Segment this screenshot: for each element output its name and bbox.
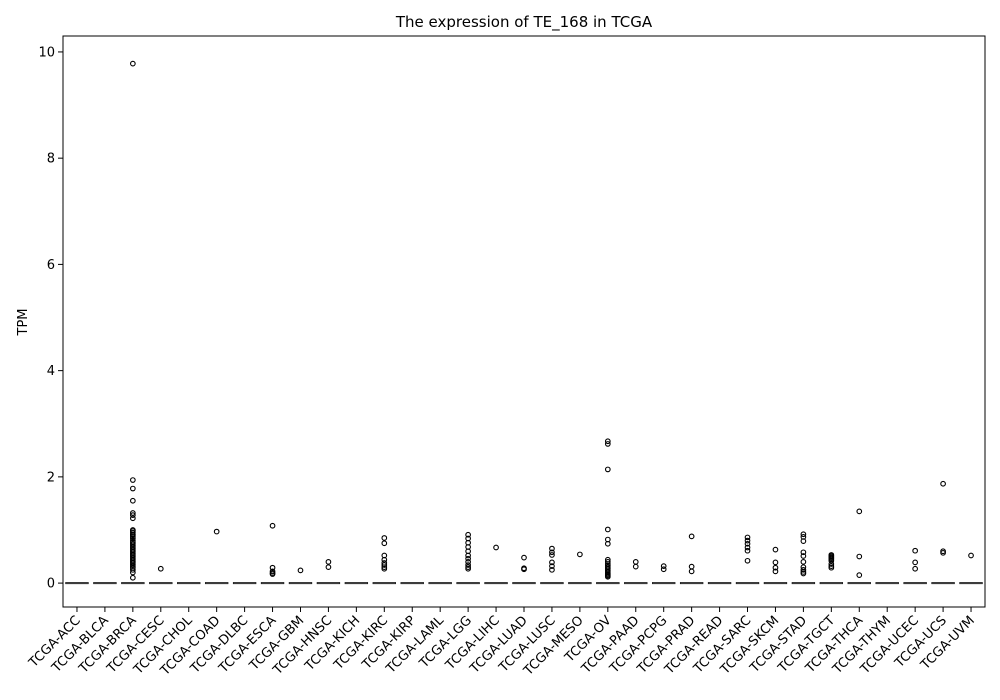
outlier-point <box>688 568 695 575</box>
outlier-point <box>660 566 667 573</box>
outlier-point <box>912 559 919 566</box>
outlier-point <box>129 510 136 516</box>
outlier-point <box>381 540 388 547</box>
outlier-point <box>856 553 863 560</box>
outlier-point <box>604 573 611 580</box>
outlier-points <box>129 60 974 581</box>
outlier-point <box>744 540 751 547</box>
outlier-point <box>129 512 136 518</box>
outlier-point <box>129 566 136 573</box>
outlier-point <box>297 567 304 574</box>
outlier-point <box>772 546 779 553</box>
outlier-point <box>604 526 611 533</box>
outlier-point <box>325 564 332 571</box>
outlier-point <box>940 480 946 487</box>
y-tick-label: 6 <box>47 258 55 273</box>
outlier-point <box>828 564 835 571</box>
outlier-point <box>465 565 471 572</box>
outlier-point <box>604 441 611 447</box>
outlier-point <box>604 466 611 473</box>
outlier-point <box>744 537 751 544</box>
outlier-point <box>604 438 611 445</box>
outlier-point <box>800 538 807 544</box>
outlier-point <box>325 559 332 565</box>
outlier-point <box>604 559 611 565</box>
outlier-point <box>269 522 276 529</box>
outlier-point <box>660 563 667 569</box>
outlier-point <box>213 528 220 535</box>
outlier-point <box>549 549 555 556</box>
outlier-point <box>465 531 471 538</box>
outlier-point <box>129 535 136 542</box>
outlier-point <box>129 477 136 483</box>
outlier-point <box>129 574 136 581</box>
outlier-point <box>381 535 388 541</box>
outlier-point <box>549 552 555 558</box>
outlier-point <box>912 565 919 572</box>
outlier-point <box>549 563 555 569</box>
outlier-point <box>465 555 471 562</box>
outlier-point <box>744 534 751 541</box>
outlier-point <box>577 551 583 558</box>
outlier-point <box>129 497 136 504</box>
outlier-point <box>688 533 695 540</box>
outlier-point <box>744 557 751 564</box>
outlier-point <box>632 559 639 565</box>
outlier-point <box>772 568 779 575</box>
chart-title: The expression of TE_168 in TCGA <box>395 13 653 32</box>
plot-frame <box>62 35 986 608</box>
outlier-point <box>465 559 471 565</box>
outlier-point <box>912 547 919 554</box>
outlier-point <box>521 554 527 561</box>
y-axis-label: TPM <box>16 309 31 337</box>
outlier-point <box>549 559 555 566</box>
outlier-point <box>381 556 388 563</box>
outlier-point <box>968 552 974 559</box>
outlier-point <box>800 531 807 538</box>
outlier-point <box>269 571 276 577</box>
outlier-point <box>549 566 555 573</box>
outlier-point <box>940 549 946 556</box>
outlier-point <box>465 562 471 568</box>
outlier-point <box>800 553 807 559</box>
outlier-point <box>800 559 807 565</box>
outlier-point <box>129 485 136 492</box>
outlier-point <box>381 565 388 572</box>
outlier-point <box>772 564 779 571</box>
y-axis-ticks: 0 2 4 6 8 10 <box>38 45 63 592</box>
y-tick-label: 10 <box>38 45 55 60</box>
outlier-point <box>744 544 751 551</box>
outlier-point <box>129 515 136 522</box>
outlier-point <box>381 562 388 568</box>
outlier-point <box>856 572 863 578</box>
outlier-point <box>521 566 527 573</box>
outlier-point <box>688 563 695 570</box>
y-tick-label: 0 <box>47 577 55 592</box>
outlier-point <box>632 563 639 570</box>
y-tick-label: 4 <box>47 364 55 379</box>
outlier-point <box>493 544 499 551</box>
outlier-point <box>800 566 807 573</box>
outlier-point <box>772 559 779 566</box>
outlier-point <box>604 540 611 547</box>
outlier-point <box>269 564 276 571</box>
outlier-point <box>828 561 835 567</box>
outlier-point <box>129 569 136 576</box>
y-tick-label: 2 <box>47 470 55 485</box>
box-series <box>65 582 983 585</box>
y-tick-label: 8 <box>47 152 55 167</box>
outlier-point <box>800 570 807 577</box>
x-axis-ticks: TCGA-ACCTCGA-BLCATCGA-BRCATCGA-CESCTCGA-… <box>26 607 978 679</box>
outlier-point <box>856 508 863 515</box>
outlier-point <box>129 60 136 67</box>
outlier-point <box>828 557 835 564</box>
outlier-point <box>157 565 164 572</box>
outlier-point <box>465 552 471 559</box>
outlier-point <box>800 549 807 556</box>
outlier-point <box>744 547 751 554</box>
outlier-point <box>549 545 555 552</box>
